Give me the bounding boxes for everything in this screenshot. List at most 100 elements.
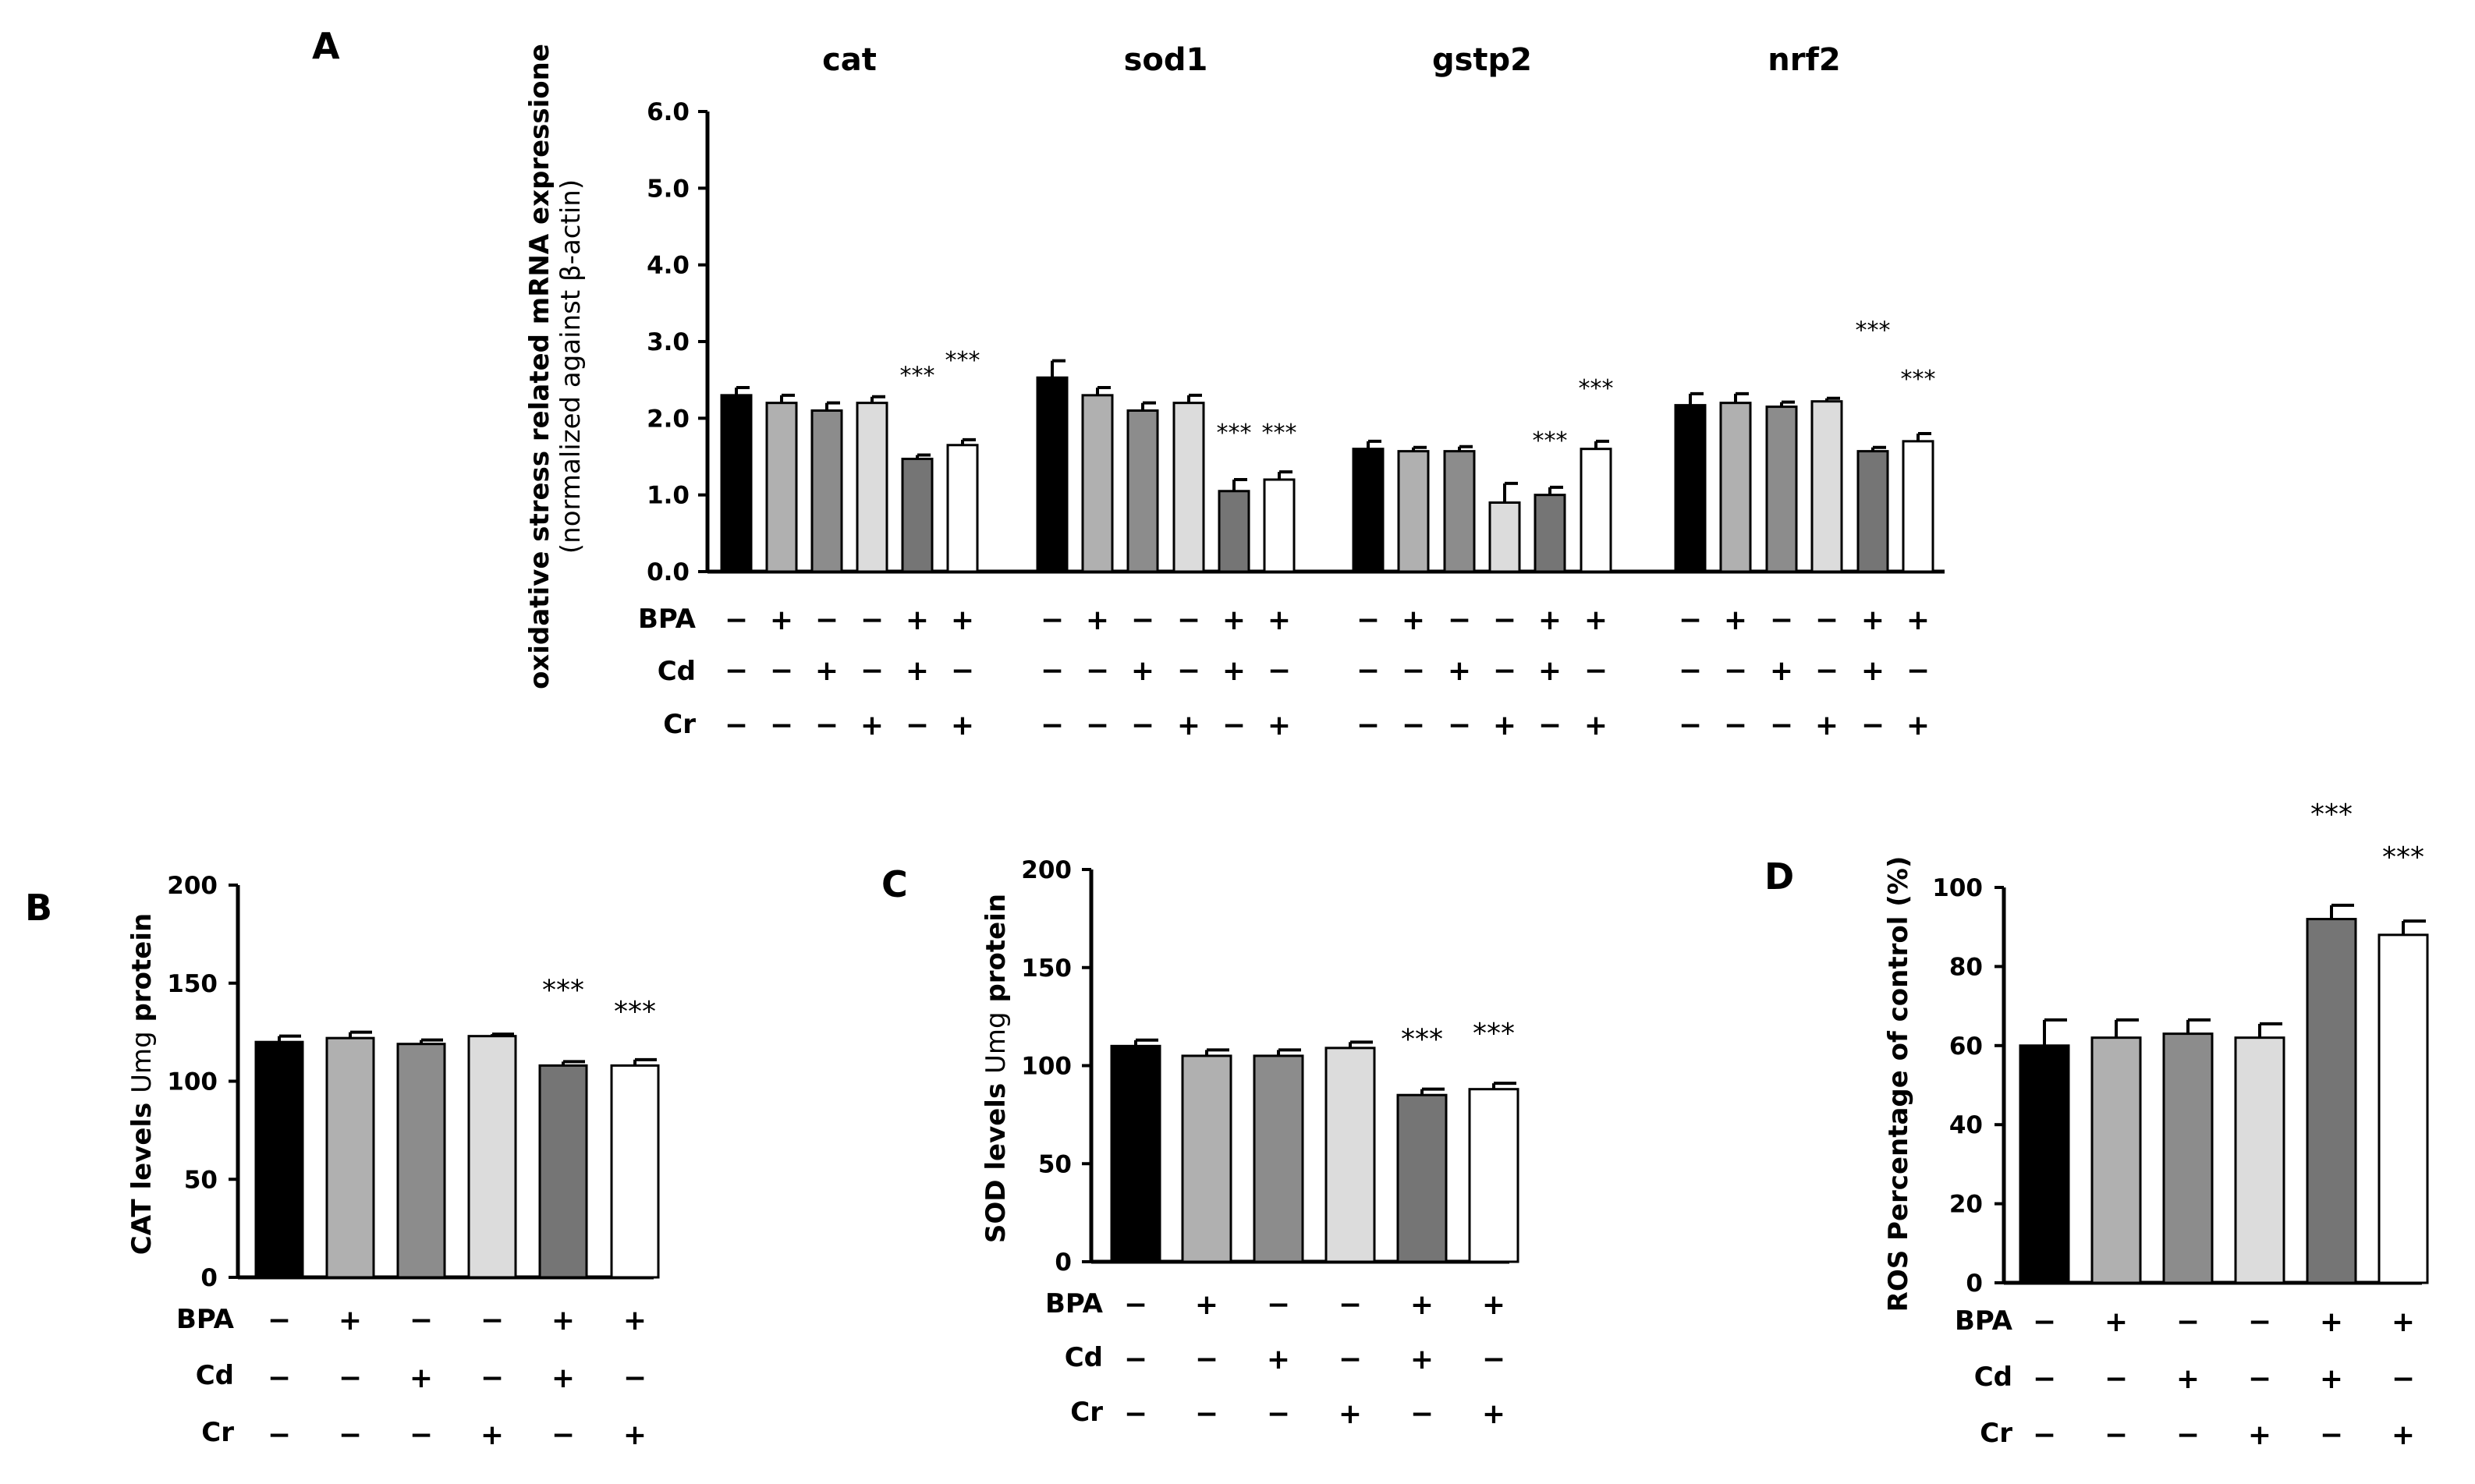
panel-a-bar: [1765, 406, 1798, 573]
panel-letter-c: C: [881, 863, 908, 905]
panel-b-bar: [538, 1064, 588, 1279]
panel-a-condition-sign: +: [1086, 604, 1109, 636]
panel-a-ytick-label: 4.0: [647, 252, 690, 280]
panel-a-condition-sign: −: [725, 710, 748, 742]
panel-a-group-title: sod1: [1124, 42, 1208, 78]
panel-a-condition-label: Cr: [663, 709, 696, 740]
panel-d-bar: [2377, 933, 2429, 1284]
panel-b-condition-sign: −: [339, 1362, 362, 1394]
panel-d-bar: [2234, 1036, 2285, 1284]
panel-c-ylabel-bold2: protein: [980, 894, 1012, 1003]
panel-a-bar: [1856, 450, 1889, 573]
panel-a-bar: [1263, 478, 1296, 573]
panel-b-condition-sign: +: [551, 1362, 575, 1394]
panel-c-condition-sign: +: [1267, 1344, 1290, 1376]
panel-b-condition-sign: −: [268, 1419, 291, 1451]
panel-a-bar: [1352, 448, 1385, 573]
panel-a-condition-sign: −: [1086, 710, 1109, 742]
panel-a-condition-sign: +: [1538, 655, 1562, 687]
panel-d-bar: [2306, 918, 2357, 1284]
panel-a-bar: [1397, 450, 1430, 573]
panel-d-ytick-label: 100: [1932, 874, 1983, 902]
panel-a-bar: [1810, 400, 1843, 573]
panel-a-condition-label: BPA: [638, 604, 697, 635]
panel-d-condition-sign: +: [2392, 1419, 2415, 1451]
panel-b-ytick-label: 50: [184, 1166, 218, 1194]
panel-a-condition-sign: +: [1770, 655, 1793, 687]
panel-b-condition-sign: +: [339, 1305, 362, 1337]
panel-a-significance-label: ***: [1217, 420, 1252, 447]
panel-d-ylabel: ROS Percentage of control (%): [1883, 856, 1914, 1312]
panel-c-condition-sign: −: [1195, 1398, 1218, 1430]
panel-a-condition-sign: +: [1268, 604, 1291, 636]
panel-a-condition-sign: −: [951, 655, 974, 687]
panel-b-significance-label: ***: [542, 974, 584, 1006]
panel-a-condition-sign: +: [1177, 710, 1200, 742]
panel-a-condition-sign: −: [815, 710, 839, 742]
panel-b-ylabel-unit: Umg: [126, 1031, 158, 1093]
panel-a-ytick-label: 1.0: [647, 482, 690, 510]
panel-b-condition-sign: −: [410, 1419, 433, 1451]
panel-a-condition-sign: −: [1724, 710, 1747, 742]
panel-a-condition-sign: −: [1177, 655, 1200, 687]
panel-a-condition-sign: +: [1538, 604, 1562, 636]
panel-a-condition-sign: −: [1906, 655, 1930, 687]
panel-b-condition-sign: +: [410, 1362, 433, 1394]
panel-c-ylabel: SOD levels Umg protein: [980, 894, 1012, 1243]
panel-a-condition-sign: −: [815, 604, 839, 636]
panel-a-condition-sign: +: [1222, 655, 1246, 687]
panel-a-condition-sign: −: [1679, 604, 1702, 636]
panel-c-bar: [1110, 1044, 1161, 1263]
panel-a-condition-sign: +: [1448, 655, 1471, 687]
panel-d-bar: [2162, 1032, 2214, 1284]
panel-d-condition-sign: +: [2320, 1306, 2343, 1338]
panel-a-condition-sign: −: [1041, 655, 1064, 687]
panel-b-ytick-label: 0: [200, 1264, 218, 1292]
panel-a-ytick-label: 6.0: [647, 98, 690, 126]
panel-a-condition-sign: −: [770, 710, 793, 742]
panel-a-condition-sign: −: [1861, 710, 1885, 742]
panel-b-condition-sign: −: [480, 1362, 504, 1394]
panel-b-chart: 0 50 100 150 200 *** *** BPA − + − − + + Cd − − + − + − Cr − − −…: [167, 872, 660, 1451]
panel-a-bar: [765, 402, 798, 573]
panel-d-condition-sign: +: [2104, 1306, 2128, 1338]
panel-a-condition-sign: −: [860, 655, 884, 687]
panel-a-significance-label: ***: [1533, 427, 1568, 455]
panel-a-ytick-label: 5.0: [647, 175, 690, 203]
panel-c-condition-sign: −: [1267, 1398, 1290, 1430]
panel-b-significance-label: ***: [614, 996, 656, 1028]
panel-a-condition-sign: −: [1448, 604, 1471, 636]
panel-b-condition-sign: −: [623, 1362, 647, 1394]
panel-b-bar: [610, 1064, 660, 1279]
panel-a-ytick-label: 3.0: [647, 328, 690, 356]
panel-c-condition-sign: +: [1410, 1289, 1434, 1321]
panel-a-bar: [901, 457, 934, 573]
panel-a-condition-sign: +: [951, 710, 974, 742]
panel-c-condition-sign: −: [1410, 1398, 1434, 1430]
panel-a-significance-label: ***: [900, 363, 935, 390]
panel-d-ytick-label: 20: [1949, 1191, 1983, 1219]
panel-d-condition-sign: −: [2248, 1363, 2271, 1395]
panel-a-condition-sign: −: [725, 604, 748, 636]
panel-d-condition-label: Cr: [1980, 1418, 2012, 1449]
panel-a-condition-sign: +: [770, 604, 793, 636]
panel-a-condition-sign: +: [1815, 710, 1839, 742]
panel-a-condition-sign: +: [951, 604, 974, 636]
panel-b-condition-sign: −: [410, 1305, 433, 1337]
panel-b-condition-sign: −: [268, 1362, 291, 1394]
panel-d-condition-label: Cd: [1974, 1362, 2012, 1393]
panel-a-condition-sign: +: [1906, 710, 1930, 742]
panel-d-condition-sign: −: [2392, 1363, 2415, 1395]
panel-a-bar: [1902, 440, 1934, 573]
panel-c-significance-label: ***: [1473, 1018, 1515, 1050]
panel-a-significance-label: ***: [1856, 317, 1891, 345]
panel-a-bar: [1036, 376, 1069, 573]
panel-a-condition-sign: −: [860, 604, 884, 636]
panel-d-condition-sign: −: [2176, 1306, 2200, 1338]
panel-d-ytick-label: 0: [1966, 1270, 1983, 1298]
panel-d-condition-sign: −: [2248, 1306, 2271, 1338]
